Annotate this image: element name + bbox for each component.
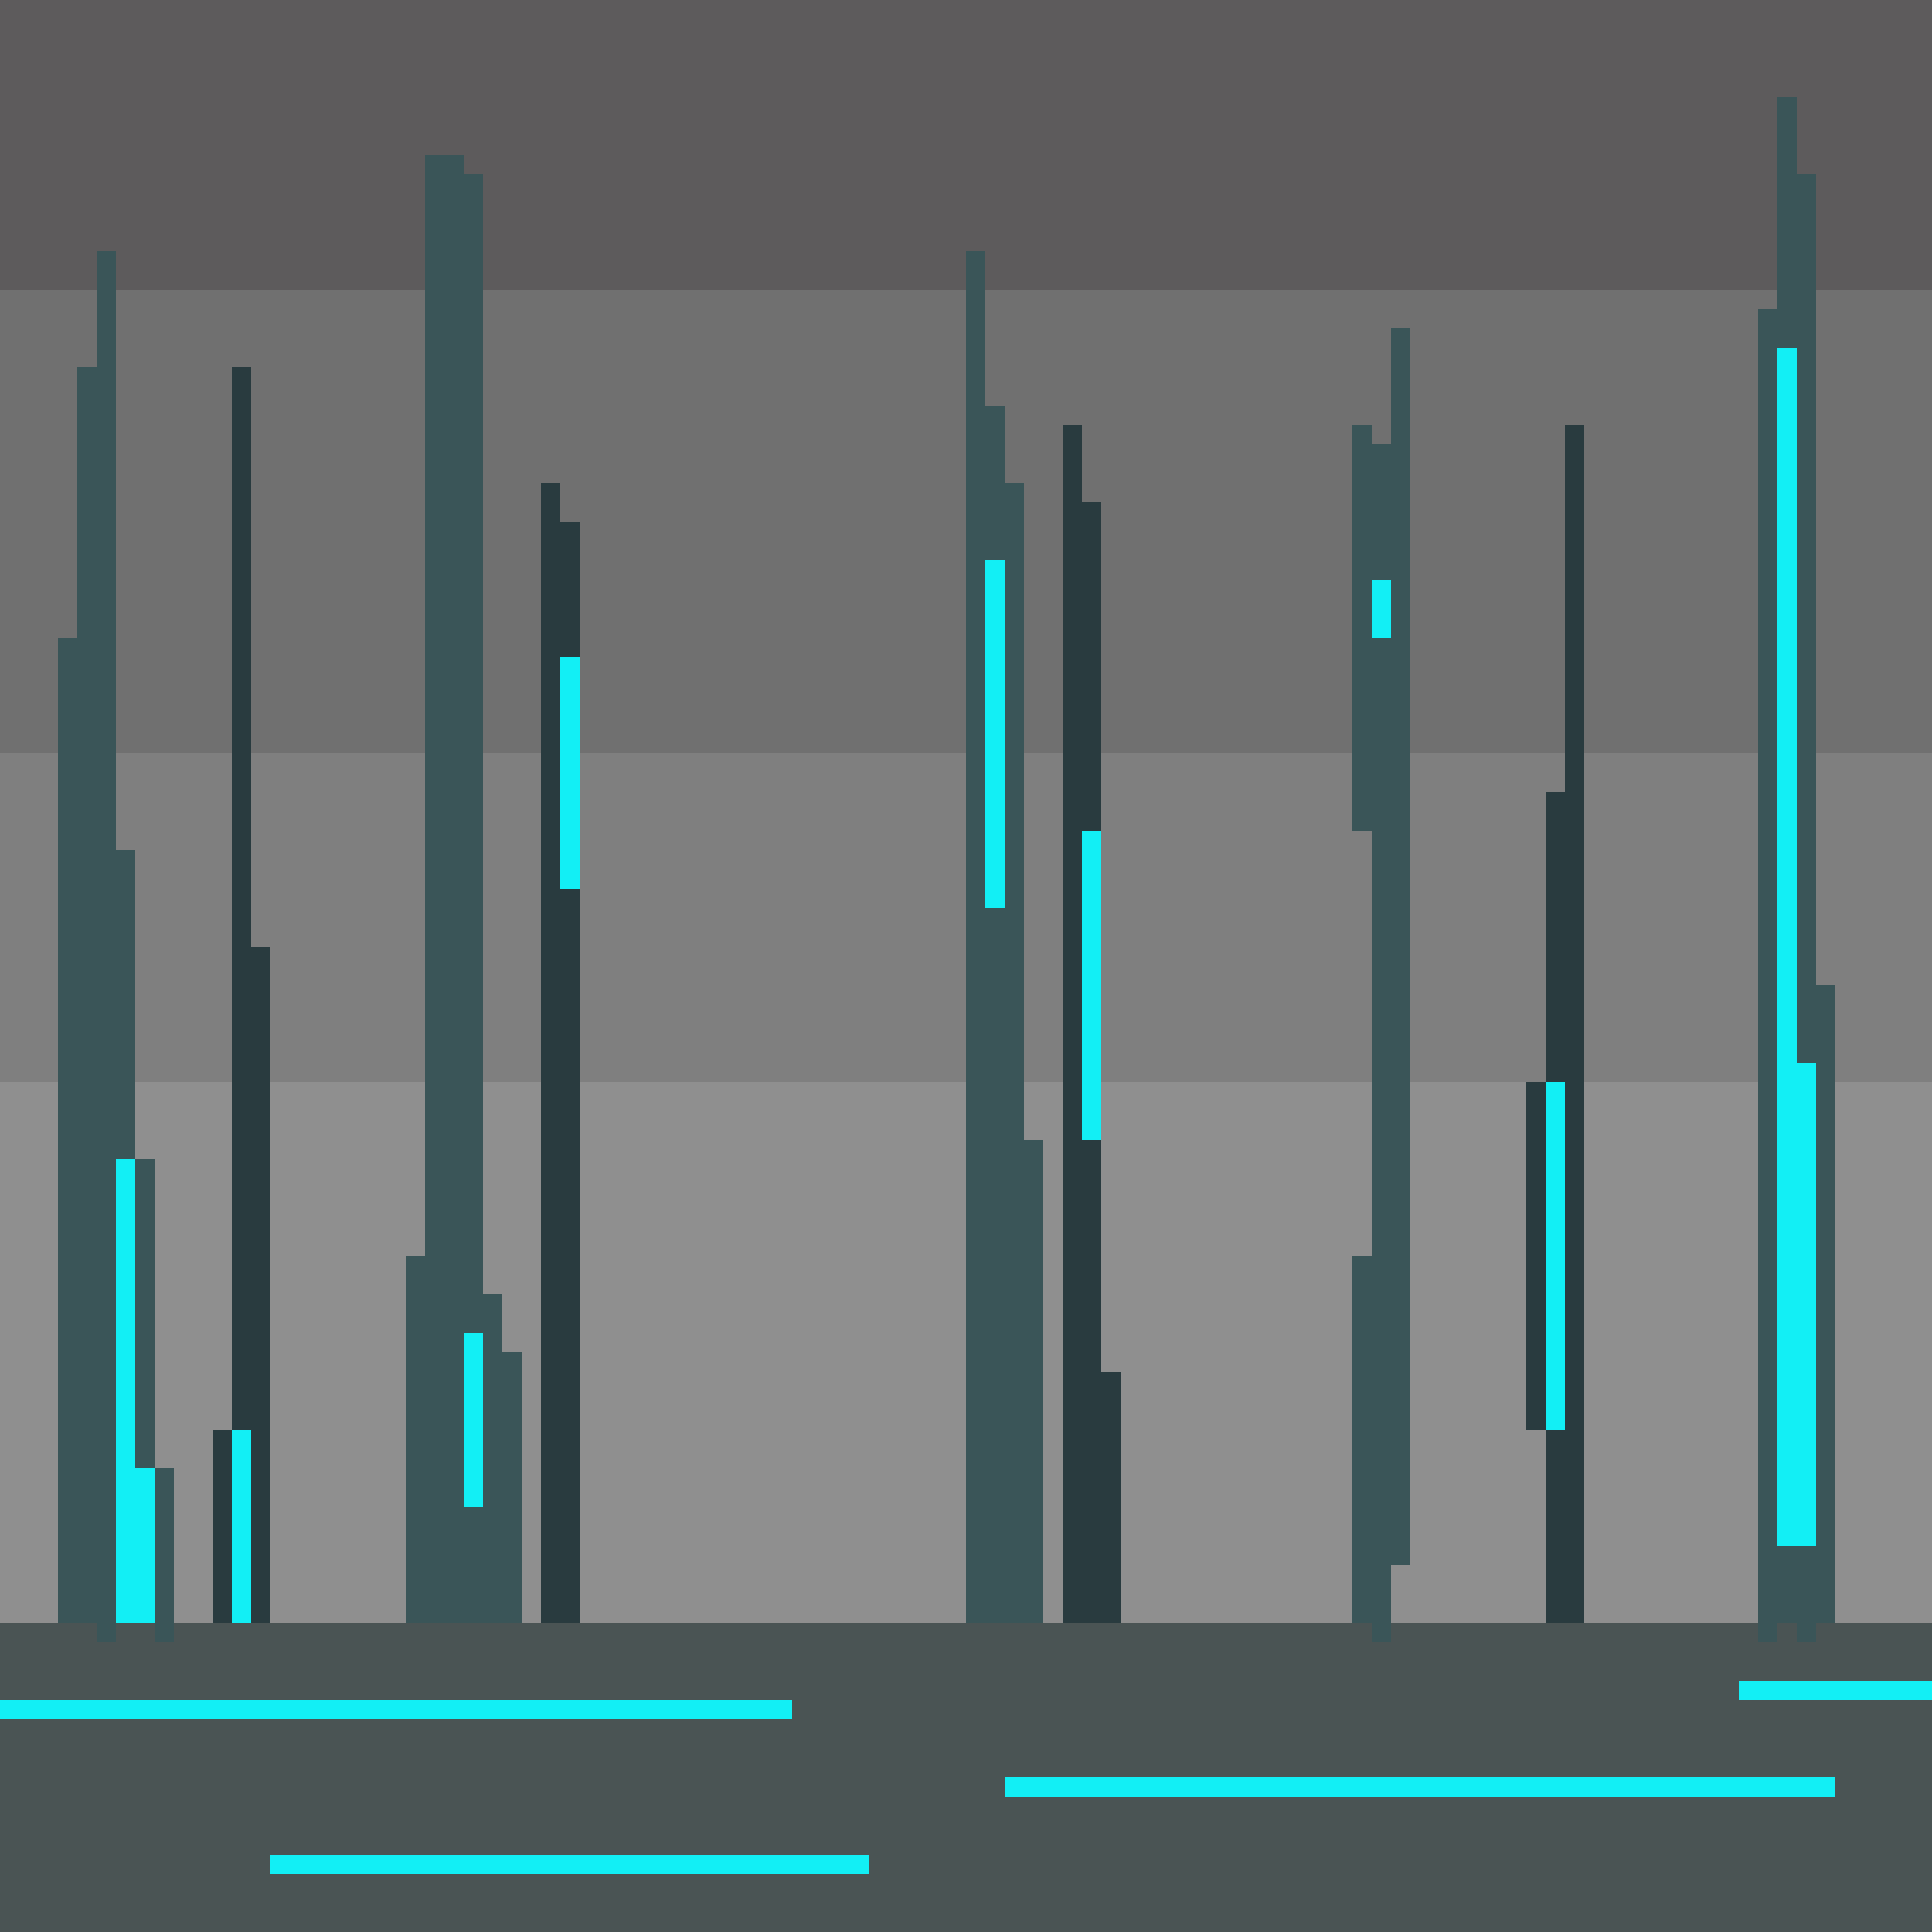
- tower-1-glow: [116, 1159, 155, 1623]
- tower-9-glow: [1777, 348, 1816, 1546]
- sky-band-top: [0, 0, 1932, 290]
- tower-3: [406, 155, 522, 1623]
- tower-4-glow: [560, 657, 580, 889]
- tower-2: [213, 367, 270, 1623]
- neon-line-3: [1005, 1777, 1835, 1797]
- tower-7: [1314, 328, 1410, 1642]
- tower-feet: [97, 1623, 1816, 1642]
- tower-6-glow: [1082, 831, 1101, 1140]
- neon-line-4: [270, 1855, 869, 1874]
- tower-2-glow: [232, 1430, 251, 1623]
- tower-columns: [58, 97, 1835, 1642]
- tower-7-glow: [1372, 580, 1391, 638]
- tower-8-glow: [1546, 1082, 1565, 1430]
- neon-line-1: [0, 1700, 792, 1719]
- neon-line-2: [1739, 1681, 1932, 1700]
- neon-ground-lines: [0, 1681, 1932, 1874]
- tower-6: [1063, 425, 1121, 1623]
- tower-3-glow: [464, 1333, 483, 1507]
- tower-4: [541, 483, 580, 1623]
- tower-5-glow: [985, 560, 1005, 908]
